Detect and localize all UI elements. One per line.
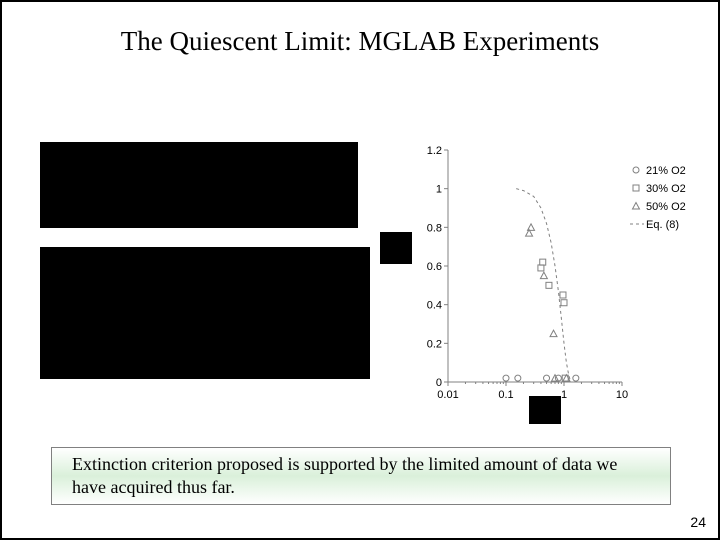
slide-frame: The Quiescent Limit: MGLAB Experiments 0… — [0, 0, 720, 540]
redacted-block-2 — [40, 247, 370, 379]
svg-text:0.8: 0.8 — [427, 222, 442, 234]
page-number: 24 — [690, 514, 706, 530]
slide-title: The Quiescent Limit: MGLAB Experiments — [2, 26, 718, 57]
svg-text:0: 0 — [436, 377, 442, 389]
redacted-block-3 — [380, 232, 412, 264]
svg-text:0.2: 0.2 — [427, 338, 442, 350]
svg-text:0.1: 0.1 — [498, 389, 513, 401]
svg-text:1: 1 — [561, 389, 567, 401]
conclusion-box: Extinction criterion proposed is support… — [51, 447, 671, 505]
svg-text:0.4: 0.4 — [427, 300, 442, 312]
svg-text:10: 10 — [616, 389, 628, 401]
svg-text:1.2: 1.2 — [427, 145, 442, 157]
conclusion-text: Extinction criterion proposed is support… — [72, 453, 650, 500]
svg-text:50% O2: 50% O2 — [646, 201, 686, 213]
svg-text:0.6: 0.6 — [427, 261, 442, 273]
svg-text:21% O2: 21% O2 — [646, 165, 686, 177]
svg-text:1: 1 — [436, 184, 442, 196]
scatter-chart: 0 0.2 0.4 0.6 0.8 1 1.2 0.01 0.1 1 10 21% O2 30% O2 5… — [412, 142, 692, 402]
redacted-block-1 — [40, 142, 358, 228]
svg-text:0.01: 0.01 — [437, 389, 458, 401]
svg-text:Eq. (8): Eq. (8) — [646, 219, 679, 231]
svg-text:30% O2: 30% O2 — [646, 183, 686, 195]
